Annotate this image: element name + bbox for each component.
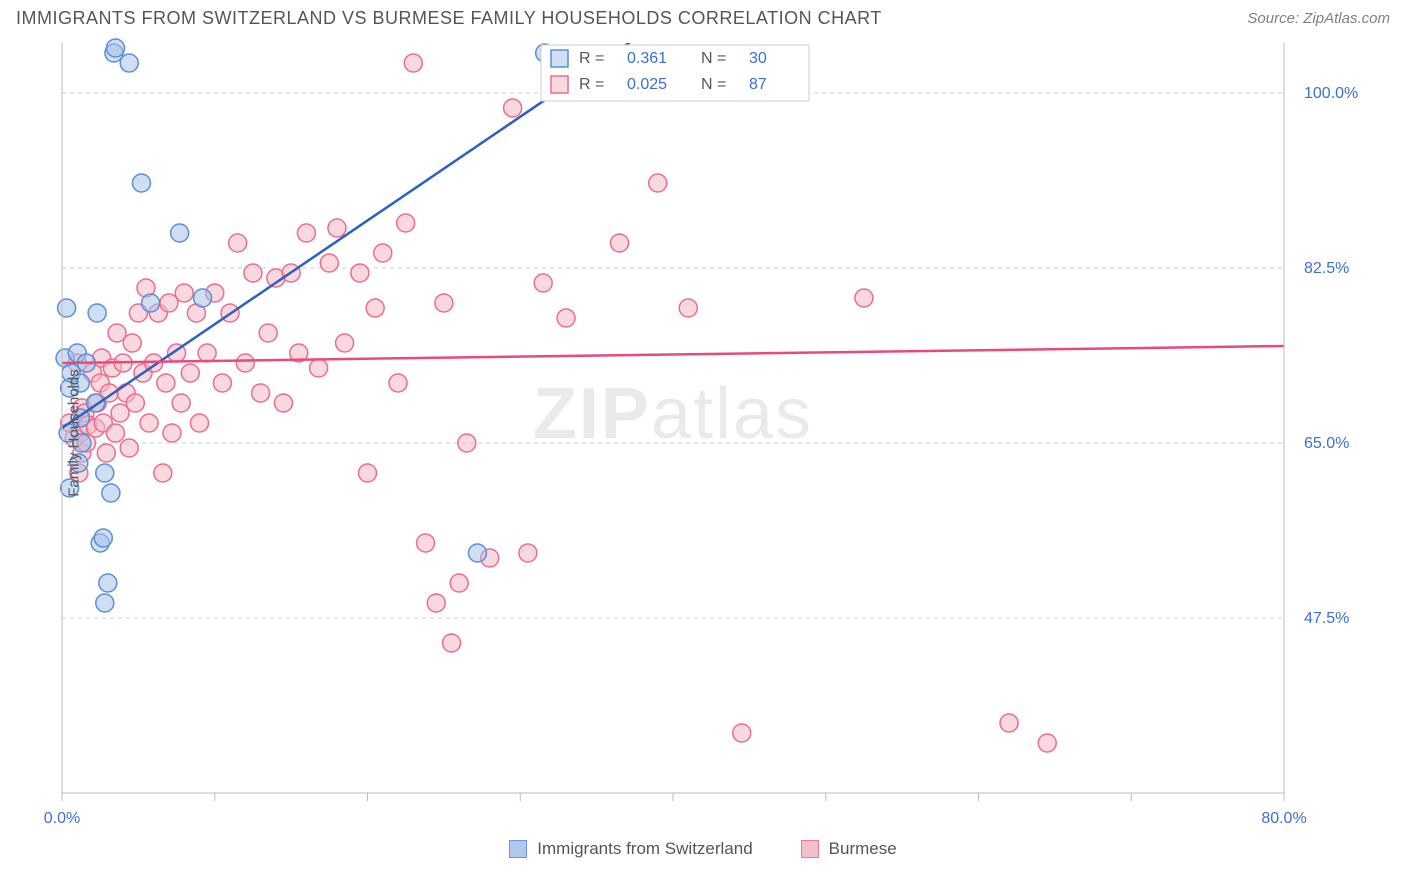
svg-text:65.0%: 65.0% xyxy=(1304,435,1349,452)
svg-text:100.0%: 100.0% xyxy=(1304,85,1358,102)
source-credit: Source: ZipAtlas.com xyxy=(1247,10,1390,27)
svg-text:R =: R = xyxy=(579,76,604,93)
legend-swatch-burmese xyxy=(801,840,819,858)
svg-text:0.025: 0.025 xyxy=(627,76,667,93)
svg-text:0.361: 0.361 xyxy=(627,50,667,67)
svg-text:80.0%: 80.0% xyxy=(1261,810,1306,827)
chart-container: Family Households 47.5% 65.0% 82.5% 100.0% Z… xyxy=(16,33,1390,833)
legend-item-burmese: Burmese xyxy=(801,839,897,859)
svg-text:0.0%: 0.0% xyxy=(44,810,80,827)
svg-text:N =: N = xyxy=(701,50,726,67)
svg-text:R =: R = xyxy=(579,50,604,67)
svg-text:30: 30 xyxy=(749,50,767,67)
legend-swatch-swiss xyxy=(509,840,527,858)
y-axis-label: Family Households xyxy=(65,369,82,497)
bottom-legend: Immigrants from Switzerland Burmese xyxy=(0,833,1406,865)
legend-item-swiss: Immigrants from Switzerland xyxy=(509,839,752,859)
source-name: ZipAtlas.com xyxy=(1303,10,1390,27)
legend-label-swiss: Immigrants from Switzerland xyxy=(537,839,752,859)
header-bar: IMMIGRANTS FROM SWITZERLAND VS BURMESE F… xyxy=(0,0,1406,33)
legend-label-burmese: Burmese xyxy=(829,839,897,859)
source-prefix: Source: xyxy=(1247,10,1303,27)
chart-title: IMMIGRANTS FROM SWITZERLAND VS BURMESE F… xyxy=(16,8,882,29)
svg-text:82.5%: 82.5% xyxy=(1304,260,1349,277)
svg-text:N =: N = xyxy=(701,76,726,93)
svg-text:87: 87 xyxy=(749,76,767,93)
scatter-chart: 47.5% 65.0% 82.5% 100.0% ZIPatlas 0.0% 80.0% R … xyxy=(16,33,1390,833)
svg-text:ZIPatlas: ZIPatlas xyxy=(533,374,813,454)
svg-text:47.5%: 47.5% xyxy=(1304,610,1349,627)
